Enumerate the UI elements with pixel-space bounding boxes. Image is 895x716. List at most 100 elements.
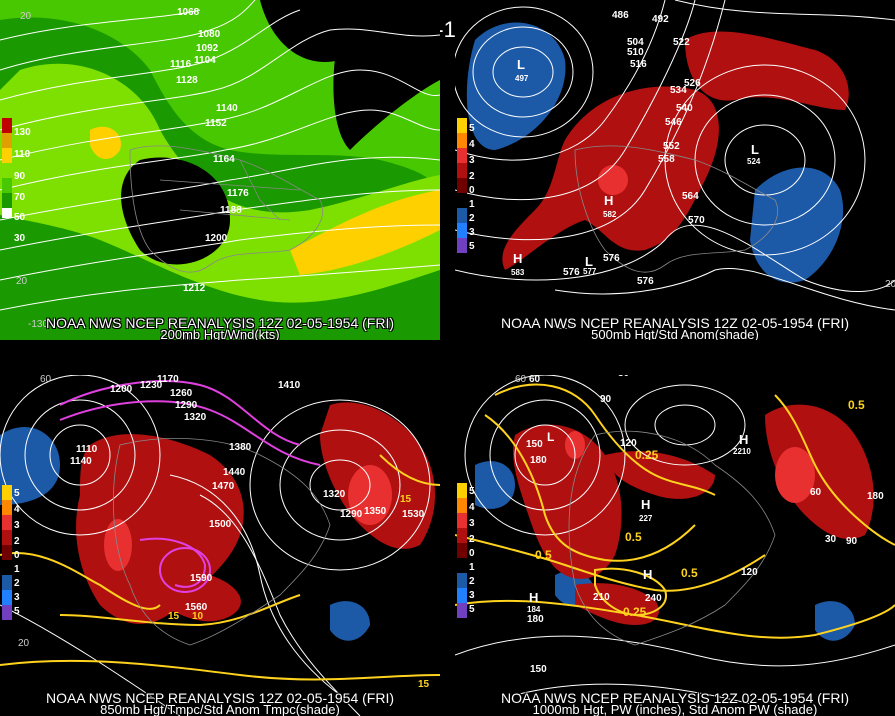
coastlines <box>129 145 323 273</box>
legend-label: 3 <box>469 227 475 238</box>
contour-label: 564 <box>682 191 699 202</box>
legend-swatch <box>457 483 467 498</box>
contour-label: 60 <box>810 487 822 498</box>
panel-source: NOAA NWS NCEP REANALYSIS 12Z 02-05-1954 … <box>500 690 850 706</box>
legend-label: 1 <box>469 562 475 573</box>
latitude-label: 20 <box>18 638 30 649</box>
legend-swatch <box>457 588 467 603</box>
contour-label: 576 <box>637 276 654 287</box>
contour-label: 1230 <box>140 380 163 391</box>
legend-swatch <box>2 163 12 178</box>
anomaly-core <box>775 447 815 503</box>
legend-anomaly <box>2 485 12 620</box>
contour-label: 1380 <box>229 442 252 453</box>
legend-label: 5 <box>469 604 475 615</box>
legend-swatch <box>457 118 467 133</box>
wind-low-area <box>333 22 440 150</box>
legend-label: 50 <box>14 212 26 223</box>
legend-swatch <box>457 193 467 208</box>
contour-label: 492 <box>652 14 669 25</box>
pw-contour-label: 0.5 <box>681 566 698 580</box>
pw-contour-label: 0.25 <box>623 605 647 619</box>
contour-label: 1104 <box>194 55 216 66</box>
legend-swatch <box>457 133 467 148</box>
panel-1000mb: 5 4 3 2 0 1 2 3 5 60 30 90 150 120 180 2… <box>455 375 895 716</box>
contour-label: 552 <box>663 141 680 152</box>
contour-label: 1560 <box>185 602 208 613</box>
legend-label: 130 <box>14 127 31 138</box>
contour-label: 15 <box>418 679 430 690</box>
legend-swatch <box>2 178 12 193</box>
wind-jet-core <box>290 190 440 275</box>
legend-label: 2 <box>469 576 475 587</box>
panel-subtitle: 500mb Hgt/Std Anom(shade) <box>591 327 759 340</box>
panel-source: NOAA NWS NCEP REANALYSIS 12Z 02-05-1954 … <box>45 315 395 331</box>
legend-anomaly <box>457 118 467 253</box>
contour-label: 1140 <box>216 103 238 114</box>
legend-label: 90 <box>14 171 26 182</box>
coastlines <box>113 438 331 646</box>
legend-swatch <box>2 208 12 218</box>
legend-label: 0 <box>469 548 475 559</box>
precipitable-water-contours <box>455 383 895 639</box>
contour-label: 576 <box>563 267 580 278</box>
contour-label: 1590 <box>190 573 213 584</box>
contour-label: 30 <box>618 375 629 379</box>
contour-label: 526 <box>684 78 701 89</box>
contour-label: 180 <box>530 455 547 466</box>
contour-label: 1110 <box>76 444 98 455</box>
contour-label: 1140 <box>70 456 92 467</box>
legend-label: 70 <box>14 192 26 203</box>
latitude-label: 20 <box>20 11 32 22</box>
contour-label: 522 <box>673 37 690 48</box>
legend-swatch <box>457 163 467 178</box>
legend-label: 0 <box>14 550 20 561</box>
legend-label: 5 <box>469 241 475 252</box>
pw-contour-label: 0.5 <box>848 398 865 412</box>
contour-label: 1290 <box>175 400 198 411</box>
anomaly-negative <box>815 601 855 641</box>
contour-label: 1440 <box>223 467 246 478</box>
pw-contour-label: 0.5 <box>625 530 642 544</box>
contour-label: 1290 <box>340 509 363 520</box>
contour-label: 150 <box>526 439 543 450</box>
contour-label: 1128 <box>176 75 198 86</box>
anomaly-core <box>104 519 132 571</box>
contour-label: 1260 <box>170 388 193 399</box>
anomaly-negative <box>475 461 515 509</box>
panel-500mb: 5 4 3 2 0 1 2 3 5 486 492 504 510 516 52… <box>455 0 895 340</box>
high-center-marker: H <box>604 193 614 208</box>
legend-swatch <box>2 485 12 500</box>
legend-swatch <box>457 223 467 238</box>
contour-label: 1152 <box>205 118 227 129</box>
high-center-value: 227 <box>639 514 653 523</box>
contour-label: 1188 <box>220 205 242 216</box>
contour-label: 1080 <box>198 29 221 40</box>
legend-label: 2 <box>469 171 475 182</box>
low-center-marker: L <box>751 142 759 157</box>
wind-calm-area <box>121 157 230 265</box>
legend-label: 1 <box>14 564 20 575</box>
high-center-marker: H <box>513 251 523 266</box>
anomaly-negative <box>330 601 370 641</box>
high-center-marker: H <box>641 497 651 512</box>
contour-label: 510 <box>627 47 644 58</box>
legend-label: 5 <box>14 488 20 499</box>
panel-850mb: 5 4 3 2 0 1 2 3 5 1170 1230 1200 1260 12… <box>0 375 440 716</box>
contour-label: 120 <box>741 567 758 578</box>
panel-source: NOAA NWS NCEP REANALYSIS 12Z 02-05-1954 … <box>45 690 395 706</box>
panel-subtitle: 200mb Hgt/Wnd(kts) <box>160 327 280 340</box>
low-center-marker: L <box>585 254 593 269</box>
legend-label: 3 <box>469 590 475 601</box>
contour-label: 570 <box>688 215 705 226</box>
longitude-label: -130 <box>28 319 49 330</box>
high-center-marker: H <box>739 432 749 447</box>
legend-swatch <box>457 208 467 223</box>
contour-label: 1116 <box>170 59 192 70</box>
legend-swatch <box>2 118 12 133</box>
legend-label: 30 <box>14 233 26 244</box>
latitude-label: 20 <box>16 276 28 287</box>
contour-label: 1170 <box>157 375 179 385</box>
legend-swatch <box>457 603 467 618</box>
legend-label: 4 <box>14 504 20 515</box>
